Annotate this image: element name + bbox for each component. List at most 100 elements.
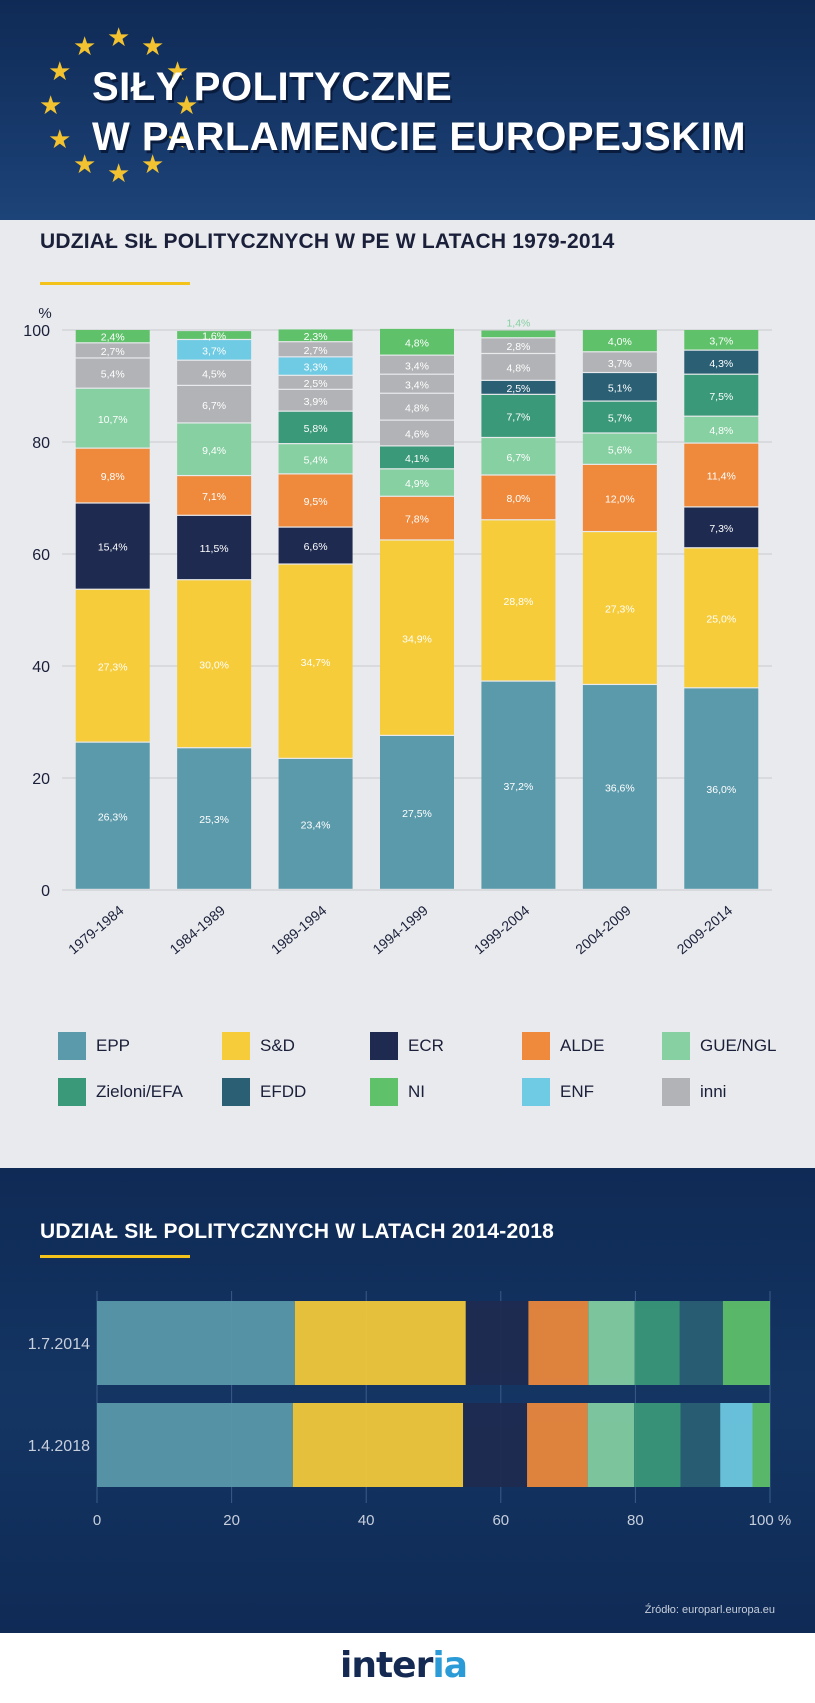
bar-segment xyxy=(97,1403,293,1487)
bar-segment xyxy=(177,386,252,423)
bar-segment xyxy=(278,329,353,342)
legend-swatch xyxy=(222,1032,250,1060)
data-label: 25,3% xyxy=(199,814,229,826)
bar-segment xyxy=(380,420,454,446)
interia-logo: interia xyxy=(340,1645,468,1686)
data-label: 3,7% xyxy=(202,345,226,357)
data-label: 2,7% xyxy=(101,346,125,358)
legend-swatch xyxy=(370,1032,398,1060)
logo-main: inter xyxy=(340,1645,433,1686)
y-tick-label: 60 xyxy=(32,547,50,564)
legend-item: ECR xyxy=(370,1032,444,1060)
main-title-line2: W PARLAMENCIE EUROPEJSKIM xyxy=(92,115,747,159)
bar-segment xyxy=(588,1301,635,1385)
legend: EPP S&D ECR ALDE GUE/NGL Zieloni/EFA EFDD NI ENF… xyxy=(0,1020,815,1140)
data-label: 7,3% xyxy=(709,523,733,535)
legend-label: EPP xyxy=(96,1036,131,1055)
data-label: 3,4% xyxy=(405,379,429,391)
data-label: 3,9% xyxy=(304,396,328,408)
bar-segment xyxy=(481,354,556,380)
data-label: 6,7% xyxy=(202,400,226,412)
stacked-bar-chart-1979-2014: % 0 20 40 60 80 100 26,3% 27,3% 15,4% 9,8% 10,7% 5,4… xyxy=(23,305,772,957)
bar-segment xyxy=(684,350,759,374)
bar-segment xyxy=(684,688,759,889)
data-label: 5,7% xyxy=(608,413,632,425)
x-tick-label: 2009-2014 xyxy=(674,902,736,957)
bar-segment xyxy=(684,507,759,548)
data-label: 4,0% xyxy=(608,336,632,348)
bar-segment xyxy=(380,736,454,889)
bar-segment xyxy=(634,1403,681,1487)
legend-item: Zieloni/EFA xyxy=(58,1078,183,1106)
data-label: 27,5% xyxy=(402,808,432,820)
star-icon: ★ xyxy=(48,124,72,154)
data-label: 2,4% xyxy=(101,332,125,344)
bar-segment xyxy=(752,1403,770,1487)
data-label: 2,8% xyxy=(506,341,530,353)
bar-segment xyxy=(97,1301,295,1385)
data-label: 9,8% xyxy=(101,471,125,483)
chart1-title: UDZIAŁ SIŁ POLITYCZNYCH W PE W LATACH 19… xyxy=(40,230,615,253)
header-banner: ★ ★ ★ ★ ★ ★ ★ ★ ★ ★ ★ ★ SIŁY POLITYCZNE W PARLAMENC… xyxy=(0,0,815,220)
bar-segment xyxy=(75,742,150,889)
data-label: 11,5% xyxy=(200,543,229,555)
y-axis-unit: % xyxy=(38,305,51,322)
horizontal-stacked-bar-chart-2014-2018: 0 20 40 60 80 100 % 1.7.2014 1.4.2018 xyxy=(28,1291,791,1529)
bar-segment xyxy=(380,374,454,393)
bar-segment xyxy=(75,388,150,448)
star-icon: ★ xyxy=(175,90,199,120)
main-title-line1: SIŁY POLITYCZNE xyxy=(92,65,453,109)
star-icon: ★ xyxy=(165,124,190,154)
bar-segment xyxy=(680,1403,721,1487)
legend-label: inni xyxy=(700,1082,727,1101)
legend-swatch xyxy=(58,1078,86,1106)
bar-segment xyxy=(177,423,252,475)
y-category-label: 1.7.2014 xyxy=(28,1336,90,1353)
legend-label: GUE/NGL xyxy=(700,1036,777,1055)
data-label: 30,0% xyxy=(199,659,229,671)
bar-segment xyxy=(75,358,150,388)
bar-segment xyxy=(75,589,150,742)
star-icon: ★ xyxy=(73,148,97,179)
data-label: 3,4% xyxy=(405,360,429,372)
x-tick-label: 40 xyxy=(358,1512,375,1529)
bar-segment xyxy=(278,444,353,474)
bar-segment xyxy=(177,340,252,360)
bar-segment xyxy=(380,540,454,735)
bar-segment xyxy=(684,548,759,688)
data-label: 34,9% xyxy=(402,633,432,645)
data-label: 4,8% xyxy=(709,425,733,437)
star-icon: ★ xyxy=(165,56,190,86)
data-label: 6,6% xyxy=(304,541,328,553)
bar-segment xyxy=(481,438,556,475)
bar-segment xyxy=(679,1301,723,1385)
bar-segment xyxy=(278,474,353,527)
bar-segment xyxy=(481,380,556,394)
data-label: 37,2% xyxy=(504,781,534,793)
x-tick-label: 1989-1994 xyxy=(268,902,330,957)
legend-label: ENF xyxy=(560,1082,594,1101)
data-label: 34,7% xyxy=(301,657,331,669)
data-label: 4,8% xyxy=(506,363,530,375)
x-tick-label: 80 xyxy=(627,1512,644,1529)
x-tick-label: 1984-1989 xyxy=(166,902,228,957)
bar-segment xyxy=(722,1301,770,1385)
star-icon: ★ xyxy=(39,90,63,120)
star-icon: ★ xyxy=(141,148,165,179)
chart1-title-underline xyxy=(40,282,190,285)
legend-swatch xyxy=(662,1078,690,1106)
data-label: 4,1% xyxy=(405,453,429,465)
bar-segment xyxy=(177,331,252,339)
bar-segment xyxy=(380,355,454,374)
data-label: 15,4% xyxy=(98,542,128,554)
bar-segment xyxy=(582,532,657,684)
legend-item: ENF xyxy=(522,1078,594,1106)
bar-segment xyxy=(481,394,556,437)
data-label: 2,3% xyxy=(304,331,328,343)
bar-segment xyxy=(380,469,454,496)
data-label: 8,0% xyxy=(506,493,530,505)
bar-segment xyxy=(278,357,353,375)
y-tick-label: 0 xyxy=(41,883,50,900)
legend-item: inni xyxy=(662,1078,726,1106)
bar-segment xyxy=(582,433,657,464)
